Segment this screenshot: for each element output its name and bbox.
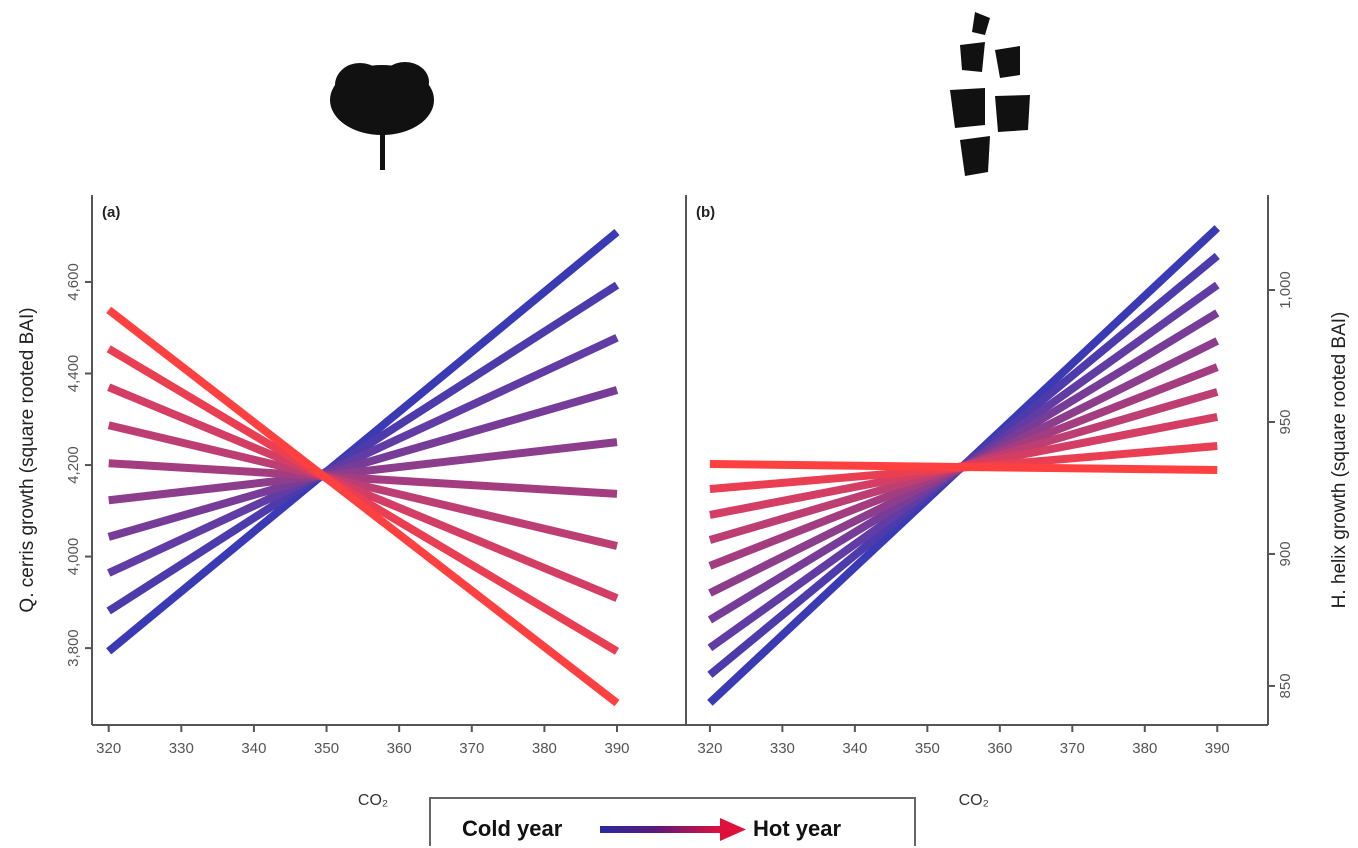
x-tick-label: 340 [842, 740, 867, 757]
line-series [106, 281, 620, 615]
y-axis-label: H. helix growth (square rooted BAI) [1329, 312, 1350, 609]
x-tick-label: 350 [314, 740, 339, 757]
y-tick-label: 1,000 [1277, 271, 1294, 309]
tree-icon [330, 62, 434, 170]
y-tick-label: 3,800 [65, 629, 82, 667]
ivy-icon [950, 12, 1030, 176]
y-tick-label: 4,400 [65, 355, 82, 393]
x-tick-label: 360 [987, 740, 1012, 757]
legend-high: Hot year [753, 816, 841, 841]
x-tick-label: 370 [459, 740, 484, 757]
x-axis-label: CO₂ [358, 792, 388, 809]
line-series [107, 383, 619, 602]
line-series [108, 459, 618, 498]
line-series [108, 438, 618, 505]
x-tick-label: 350 [915, 740, 940, 757]
x-tick-label: 380 [532, 740, 557, 757]
y-tick-label: 950 [1277, 409, 1294, 434]
y-axis-label: Q. cerris growth (square rooted BAI) [17, 307, 38, 612]
line-series [107, 334, 619, 577]
line-series [106, 345, 620, 655]
legend-box [429, 797, 916, 846]
legend-gradient [600, 826, 722, 833]
legend-low: Cold year [462, 816, 563, 841]
line-series [709, 459, 1218, 475]
y-tick-label: 4,000 [65, 538, 82, 576]
panel-label: (b) [696, 204, 715, 221]
x-tick-label: 390 [1205, 740, 1230, 757]
x-tick-label: 330 [770, 740, 795, 757]
line-series [107, 386, 619, 541]
y-tick-label: 850 [1277, 673, 1294, 698]
line-series [107, 421, 618, 550]
legend-arrow [720, 818, 746, 841]
x-axis-label: CO₂ [959, 792, 989, 809]
x-tick-label: 320 [697, 740, 722, 757]
x-tick-label: 380 [1132, 740, 1157, 757]
y-tick-label: 900 [1277, 541, 1294, 566]
line-series [106, 228, 620, 655]
x-tick-label: 370 [1060, 740, 1085, 757]
x-tick-label: 360 [387, 740, 412, 757]
x-tick-label: 330 [169, 740, 194, 757]
x-tick-label: 390 [604, 740, 629, 757]
panel-label: (a) [102, 204, 120, 221]
x-tick-label: 320 [96, 740, 121, 757]
y-tick-label: 4,200 [65, 446, 82, 484]
line-series [106, 306, 620, 707]
x-tick-label: 340 [241, 740, 266, 757]
y-tick-label: 4,600 [65, 263, 82, 301]
